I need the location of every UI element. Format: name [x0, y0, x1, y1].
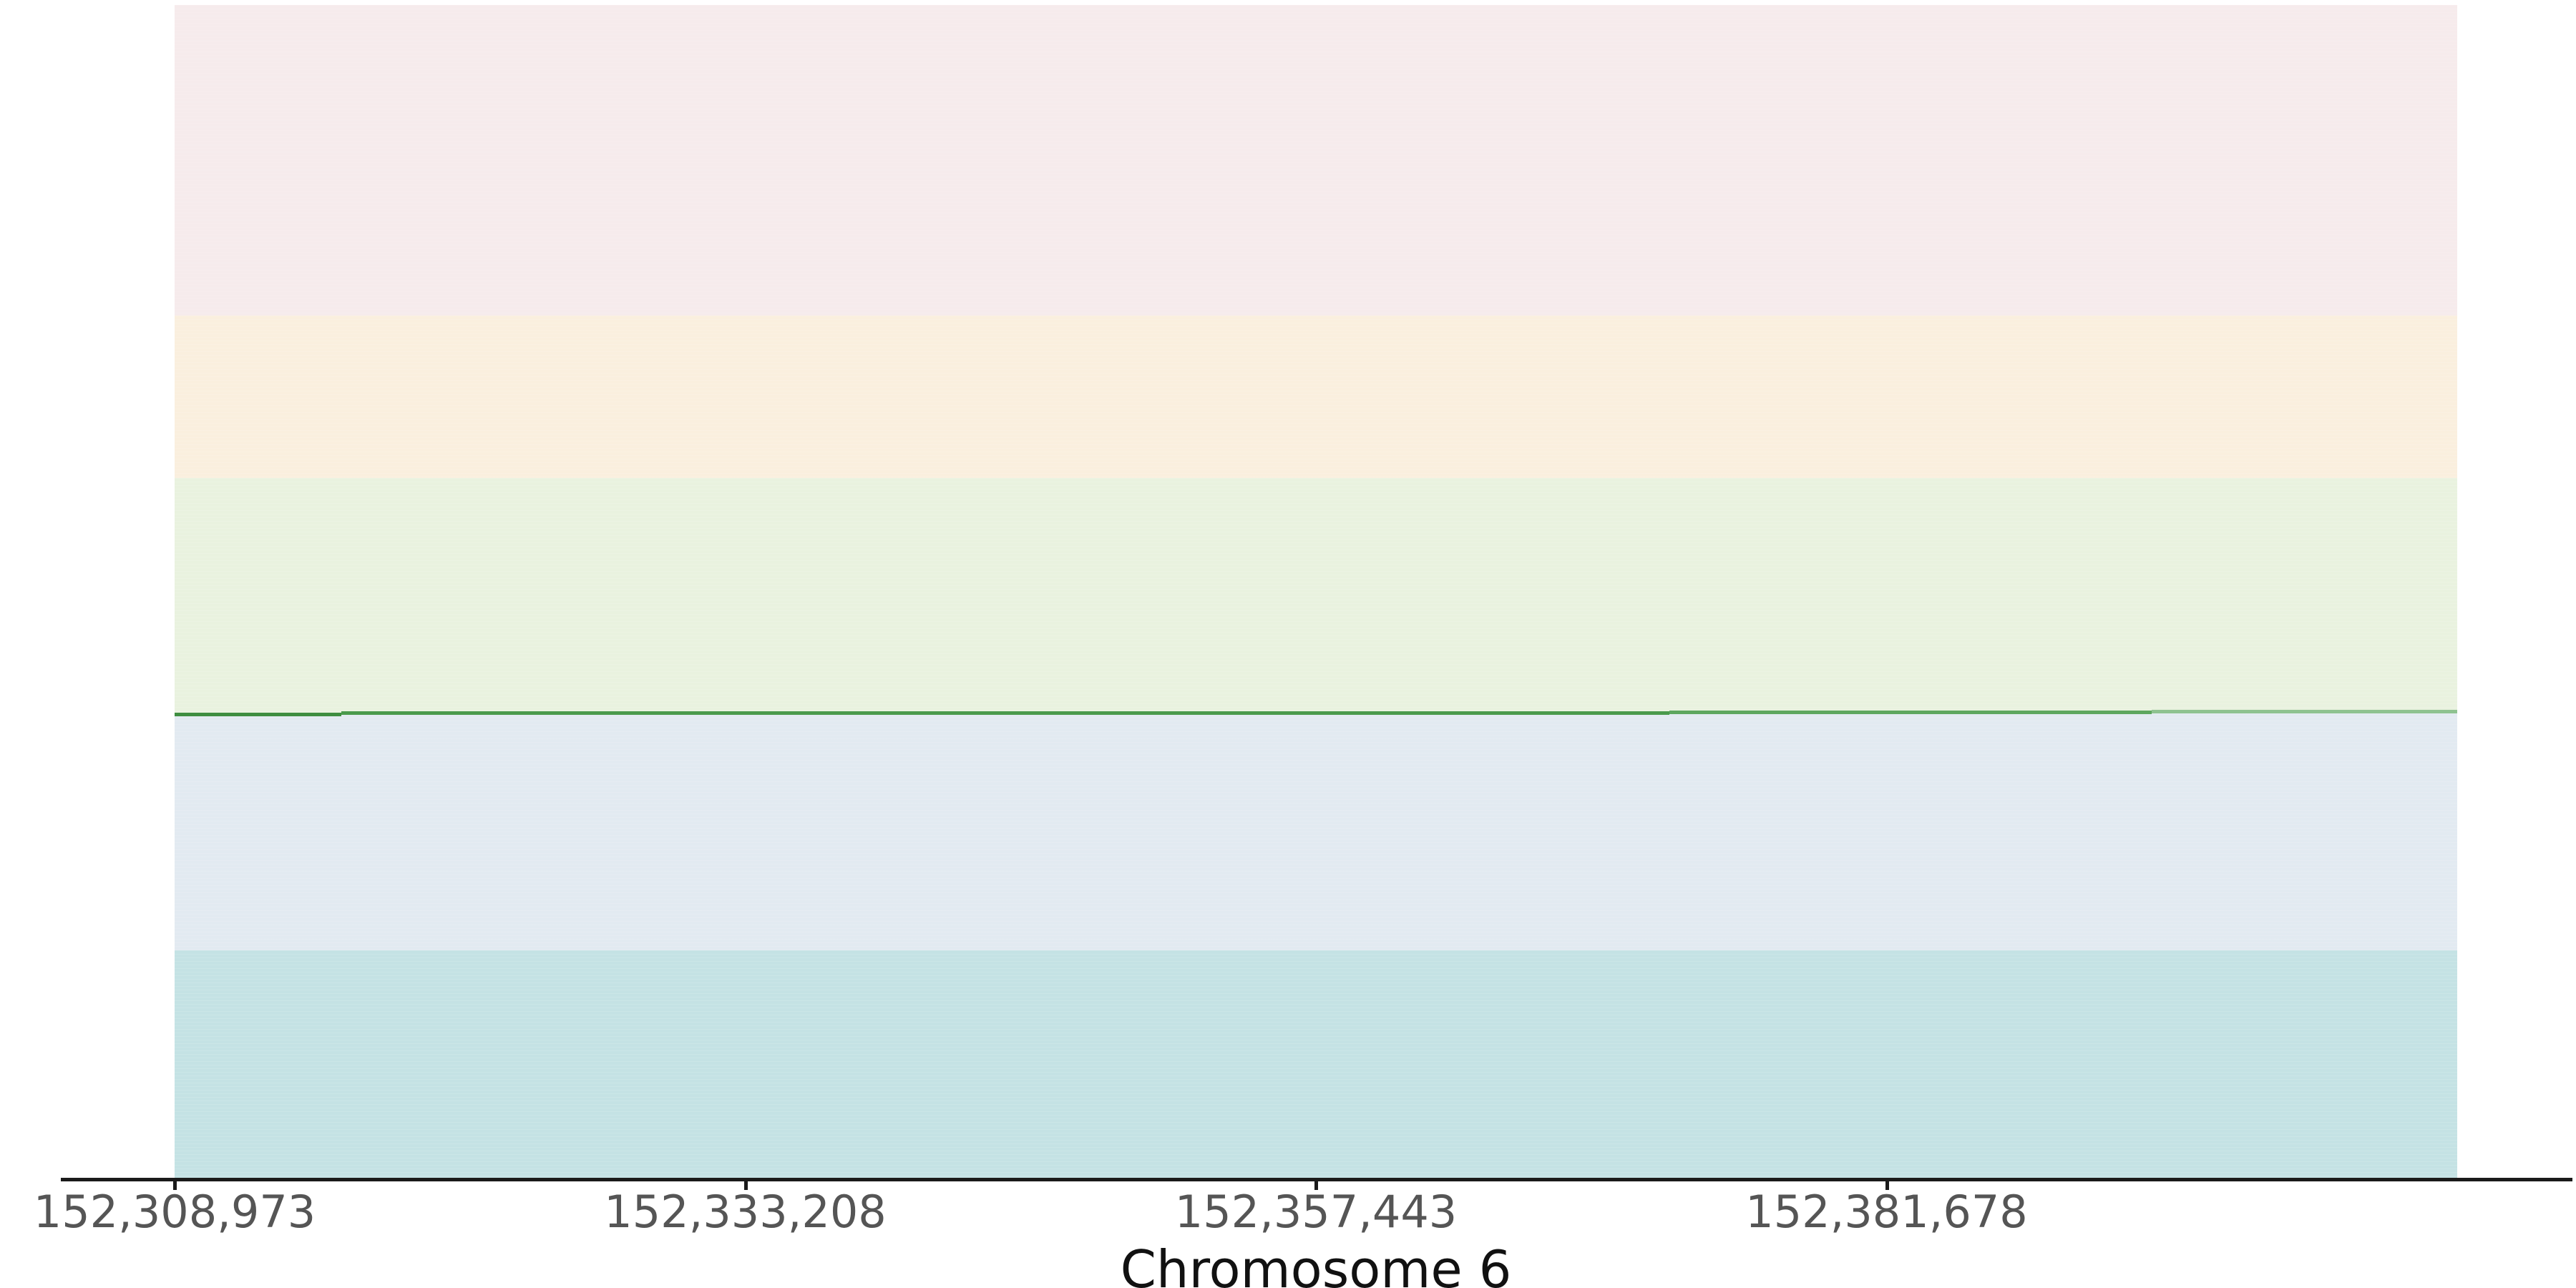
x-tick-label: 152,308,973: [33, 1186, 316, 1238]
x-tick-label: 152,381,678: [1745, 1186, 2028, 1238]
boundary-line-segment: [175, 712, 341, 716]
x-tick-mark: [1314, 1178, 1318, 1190]
band-teal: [175, 950, 2457, 1178]
band-green: [175, 477, 2457, 713]
x-tick-mark: [1885, 1178, 1889, 1190]
x-tick-mark: [173, 1178, 177, 1190]
plot-area: [175, 5, 2457, 1178]
band-blue: [175, 713, 2457, 950]
bands-container: [175, 5, 2457, 1178]
band-cream: [175, 316, 2457, 478]
x-axis-title: Chromosome 6: [1120, 1239, 1512, 1288]
boundary-line-segment: [1669, 710, 2152, 714]
x-tick-label: 152,333,208: [604, 1186, 887, 1238]
x-tick-label: 152,357,443: [1174, 1186, 1458, 1238]
boundary-line-segment: [2151, 709, 2457, 713]
x-axis-ticks: 152,308,973 152,333,208 152,357,443 152,381…: [34, 1178, 2457, 1288]
x-tick-mark: [743, 1178, 748, 1190]
band-pink: [175, 5, 2457, 316]
boundary-line-segment: [341, 711, 1670, 715]
boundary-step-line: [175, 5, 2457, 1178]
